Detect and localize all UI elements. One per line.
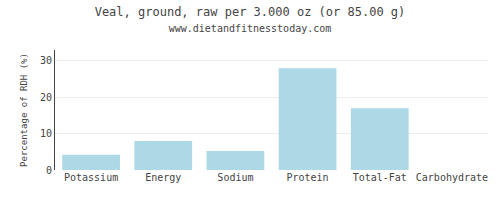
svg-text:30: 30 <box>40 55 52 66</box>
svg-text:Veal, ground, raw per 3.000 oz: Veal, ground, raw per 3.000 oz (or 85.00… <box>95 5 406 34</box>
svg-text:Total-Fat: Total-Fat <box>353 172 407 183</box>
svg-text:Energy: Energy <box>145 172 181 183</box>
svg-text:10: 10 <box>40 128 52 139</box>
svg-text:Percentage of RDH (%): Percentage of RDH (%) <box>19 53 29 167</box>
svg-text:Potassium: Potassium <box>64 172 118 183</box>
svg-text:Sodium: Sodium <box>217 172 253 183</box>
svg-text:0: 0 <box>46 165 52 176</box>
svg-text:Protein: Protein <box>287 172 329 183</box>
svg-text:Carbohydrate: Carbohydrate <box>416 172 488 183</box>
svg-text:20: 20 <box>40 92 52 103</box>
